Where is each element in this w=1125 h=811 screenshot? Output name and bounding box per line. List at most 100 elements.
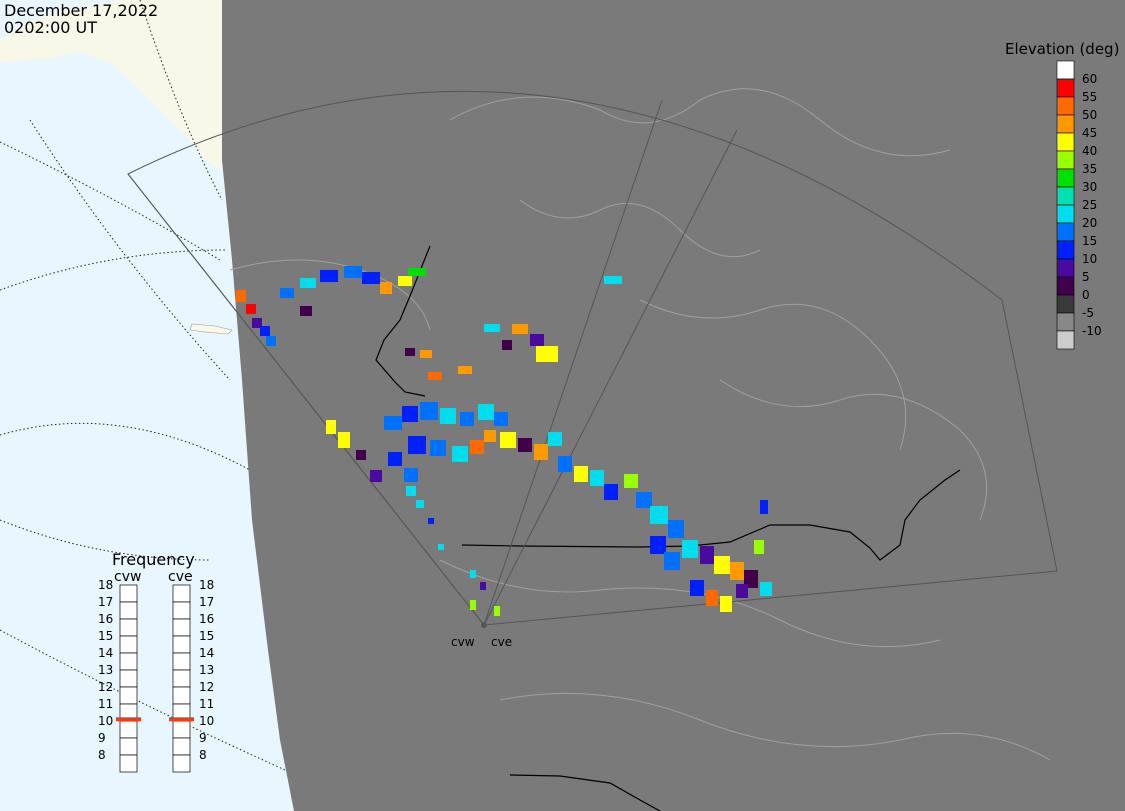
echo-cell [548,432,562,446]
frequency-tick-left: 15 [98,629,114,643]
frequency-tick-right: 10 [199,714,215,728]
site-label-cve: cve [491,635,513,649]
coastline-3 [719,379,988,521]
echo-cell [700,546,714,564]
echo-cell [484,430,496,442]
echo-cell [624,474,638,488]
echo-cell [460,412,474,426]
frequency-cell-0-0 [119,584,138,603]
echo-cell [736,584,748,598]
echo-cell [428,372,442,380]
frequency-radar-cve-label: cve [168,569,193,585]
legend-label: 30 [1082,180,1098,194]
coastline-0 [449,88,951,157]
frequency-cell-1-9 [172,737,191,756]
echo-cell [744,570,758,588]
frequency-tick-right: 18 [199,578,215,592]
frequency-cell-1-2 [172,618,191,637]
ocean-day [0,0,294,811]
legend-title: Elevation (deg) [1005,40,1120,58]
legend-label: 45 [1082,126,1098,140]
radar-site-marker [481,622,487,628]
frequency-cell-1-8 [172,720,191,739]
legend-label: -10 [1082,324,1102,338]
echo-cell [518,438,532,452]
frequency-cell-1-10 [172,754,191,773]
frequency-cell-1-0 [172,584,191,603]
frequency-cell-1-5 [172,669,191,688]
echo-cell [236,290,246,302]
echo-cell [668,520,684,538]
grid-meridian-2 [29,119,231,381]
echo-cell [682,540,698,558]
coastline-4 [439,559,941,648]
echo-cell [440,408,456,424]
echo-cell [500,432,516,448]
frequency-tick-right: 8 [199,748,207,762]
frequency-indicator-cvw [116,717,141,722]
echo-cell [428,518,434,524]
echo-cell [356,450,366,460]
frequency-cell-0-3 [119,635,138,654]
frequency-title: Frequency [112,550,195,569]
coastline-5 [499,692,1051,761]
echo-cell [690,580,704,596]
echo-cell [502,340,512,350]
echo-cell [650,536,666,554]
grid-latitude-3 [0,519,211,561]
echo-cell [530,334,544,346]
border-us-mexico [509,774,661,811]
legend-label: 35 [1082,162,1098,176]
echo-cell [438,544,444,550]
echo-cell [338,432,350,448]
echo-cell [430,440,446,456]
legend-swatch-2 [1056,96,1075,116]
legend-swatch-15 [1056,330,1075,350]
frequency-tick-left: 8 [98,748,106,762]
echo-cell [754,540,764,554]
echo-cell [470,600,476,610]
legend-swatch-13 [1056,294,1075,314]
frequency-cell-1-1 [172,601,191,620]
legend-swatch-0 [1056,60,1075,80]
echo-cell [558,456,572,472]
echo-cell [714,556,730,574]
legend-swatch-14 [1056,312,1075,332]
frequency-tick-left: 14 [98,646,114,660]
echo-cell [416,500,424,508]
echo-cell [650,506,668,524]
echo-cell [760,500,768,514]
legend-swatch-7 [1056,186,1075,206]
grid-latitude-0 [0,141,221,261]
frequency-tick-left: 13 [98,663,114,677]
grid-latitude-1 [0,249,226,291]
legend-swatch-4 [1056,132,1075,152]
frequency-tick-left: 17 [98,595,114,609]
echo-cell [706,590,718,606]
legend-label: 40 [1082,144,1098,158]
frequency-indicator-cve [169,717,194,722]
legend-swatch-1 [1056,78,1075,98]
echo-cell [590,470,604,486]
legend-label: 60 [1082,72,1098,86]
coastline-2 [639,299,907,451]
echo-cell [252,318,262,328]
frequency-cell-1-6 [172,686,191,705]
frequency-tick-right: 13 [199,663,215,677]
legend-swatch-8 [1056,204,1075,224]
legend-label: 20 [1082,216,1098,230]
echo-cell [478,404,494,420]
coastline-1 [519,199,761,258]
echo-cell [452,446,468,462]
legend-swatch-10 [1056,240,1075,260]
echo-cell [494,606,500,616]
frequency-cell-0-1 [119,601,138,620]
echo-cell [326,420,336,434]
legend-label: 15 [1082,234,1098,248]
legend-label: 55 [1082,90,1098,104]
echo-cell [280,288,294,298]
frequency-cell-1-4 [172,652,191,671]
echo-cell [512,324,528,334]
echo-cell [470,440,484,454]
echo-cell [266,336,276,346]
